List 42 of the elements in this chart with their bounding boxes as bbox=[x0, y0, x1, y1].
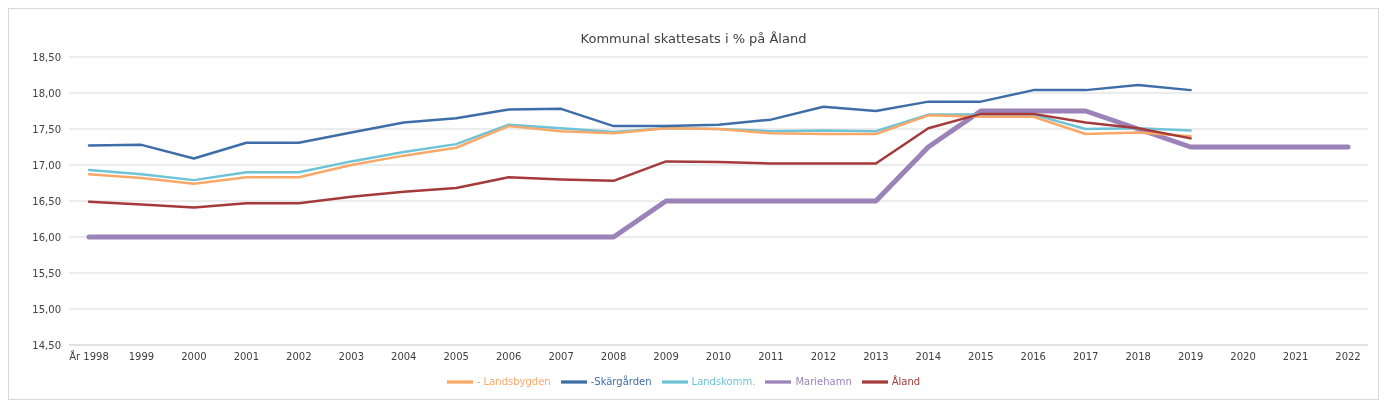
x-tick-label: 2019 bbox=[1177, 351, 1204, 363]
y-tick-label: 15,50 bbox=[32, 267, 61, 279]
y-tick-label: 16,50 bbox=[32, 195, 61, 207]
x-tick-label: 2004 bbox=[391, 351, 417, 363]
y-tick-label: 15,00 bbox=[32, 303, 61, 315]
legend-label: Landskomm. bbox=[691, 376, 756, 387]
y-tick-label: 18,50 bbox=[32, 51, 61, 63]
x-tick-label: 2007 bbox=[548, 351, 574, 363]
x-tick-label: 2021 bbox=[1282, 351, 1309, 363]
x-tick-label: 2018 bbox=[1125, 351, 1151, 363]
x-tick-label: 2000 bbox=[181, 351, 207, 363]
x-tick-label: 2006 bbox=[495, 351, 522, 363]
legend-label: -Skärgården bbox=[590, 376, 652, 387]
x-tick-label: 2017 bbox=[1072, 351, 1099, 363]
x-tick-label: 2003 bbox=[338, 351, 365, 363]
x-tick-label: 2011 bbox=[758, 351, 784, 363]
x-tick-label: 2012 bbox=[810, 351, 837, 363]
legend-label: Åland bbox=[891, 376, 921, 387]
x-tick-label: 2008 bbox=[600, 351, 627, 363]
x-tick-label: 2016 bbox=[1020, 351, 1046, 363]
x-tick-label: 2014 bbox=[915, 351, 942, 363]
x-tick-label: 2005 bbox=[443, 351, 469, 363]
x-tick-label: 2022 bbox=[1335, 351, 1361, 363]
x-tick-label: 2015 bbox=[968, 351, 994, 363]
y-tick-label: 17,50 bbox=[32, 123, 61, 135]
y-tick-label: 17,00 bbox=[32, 159, 61, 171]
legend-label: Mariehamn bbox=[795, 376, 852, 387]
line-series bbox=[87, 112, 1192, 209]
legend-label: - Landsbygden bbox=[476, 376, 551, 387]
x-tick-label: 2002 bbox=[286, 351, 312, 363]
x-tick-label: 2001 bbox=[233, 351, 260, 363]
x-tick-label: År 1998 bbox=[69, 350, 109, 363]
x-tick-label: 2013 bbox=[863, 351, 889, 363]
x-tick-label: 2020 bbox=[1230, 351, 1256, 363]
line-series bbox=[87, 83, 1192, 160]
y-tick-label: 16,00 bbox=[32, 231, 61, 243]
y-tick-label: 14,50 bbox=[32, 339, 61, 351]
x-tick-label: 2010 bbox=[705, 351, 732, 363]
x-tick-label: 1999 bbox=[128, 351, 155, 363]
chart-title: Kommunal skattesats i % på Åland bbox=[579, 31, 808, 46]
y-tick-label: 18,00 bbox=[32, 87, 61, 99]
x-tick-label: 2009 bbox=[653, 351, 679, 363]
